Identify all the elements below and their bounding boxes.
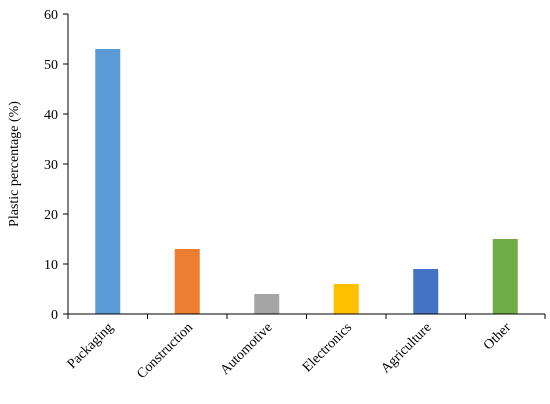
x-axis-ticks: Packaging Construction Automotive Electroni… — [65, 314, 546, 382]
y-axis-ticks: 0 10 20 30 40 50 60 — [44, 8, 68, 323]
x-tick-label: Agriculture — [378, 320, 434, 376]
bar-construction — [174, 249, 200, 314]
x-tick-label: Construction — [134, 320, 196, 382]
y-tick-label: 60 — [44, 8, 58, 23]
y-axis-title: Plastic percentage (%) — [7, 101, 22, 227]
y-tick-label: 0 — [51, 308, 58, 323]
bar-automotive — [254, 294, 280, 314]
x-tick-label: Electronics — [300, 320, 355, 375]
y-tick-label: 40 — [44, 108, 58, 123]
bars-group — [95, 49, 518, 314]
bar-other — [492, 239, 518, 314]
bar-electronics — [333, 284, 359, 314]
x-tick-label: Automotive — [218, 320, 276, 378]
x-tick-label: Other — [481, 320, 514, 353]
bar-agriculture — [413, 269, 439, 314]
x-tick-label: Packaging — [65, 320, 117, 372]
y-tick-label: 30 — [44, 158, 58, 173]
y-tick-label: 20 — [44, 208, 58, 223]
bar-packaging — [95, 49, 121, 314]
y-tick-label: 10 — [44, 258, 58, 273]
y-tick-label: 50 — [44, 58, 58, 73]
